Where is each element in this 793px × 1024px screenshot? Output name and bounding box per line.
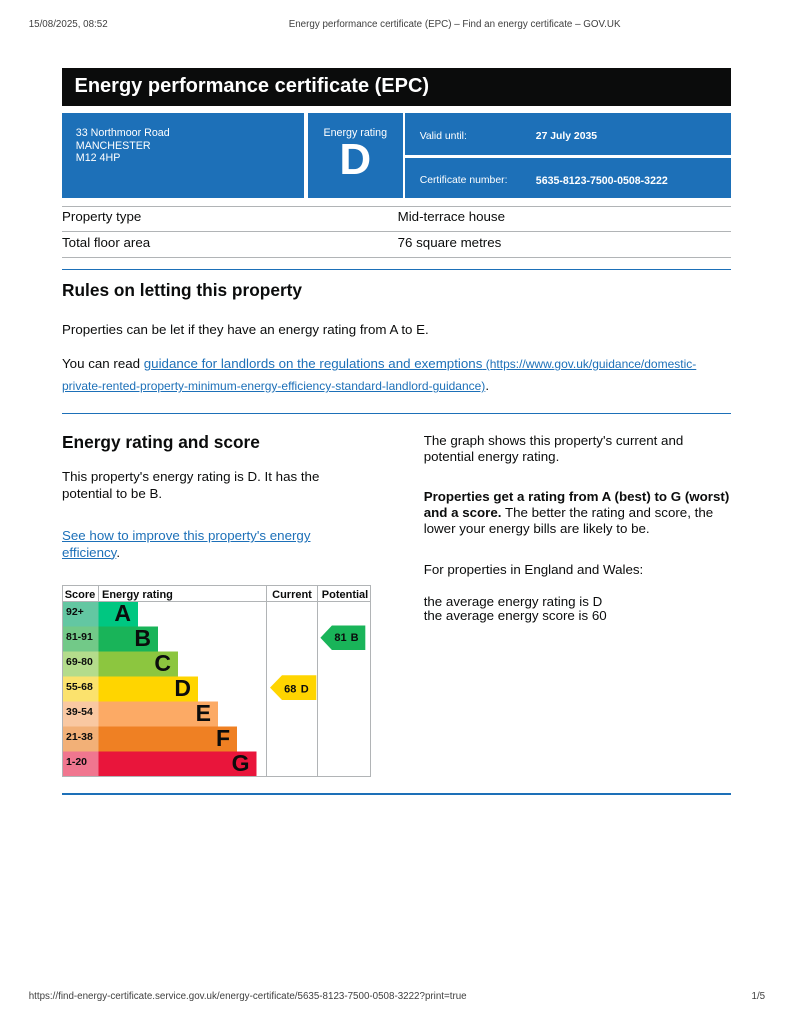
svg-text:Potential: Potential xyxy=(322,588,368,600)
svg-text:Score: Score xyxy=(65,588,96,600)
svg-text:55-68: 55-68 xyxy=(66,680,93,692)
svg-text:1-20: 1-20 xyxy=(66,755,87,767)
svg-text:92+: 92+ xyxy=(66,605,84,617)
svg-text:B: B xyxy=(351,632,359,644)
svg-text:21-38: 21-38 xyxy=(66,730,93,742)
svg-text:E: E xyxy=(196,700,211,726)
svg-text:B: B xyxy=(134,625,151,651)
svg-text:F: F xyxy=(216,725,230,751)
svg-text:D: D xyxy=(174,675,191,701)
svg-text:A: A xyxy=(114,600,131,626)
svg-text:Energy rating: Energy rating xyxy=(102,588,173,600)
svg-text:Current: Current xyxy=(272,588,312,600)
svg-text:C: C xyxy=(154,650,171,676)
svg-text:69-80: 69-80 xyxy=(66,655,93,667)
svg-text:39-54: 39-54 xyxy=(66,705,93,717)
svg-text:D: D xyxy=(301,683,309,695)
svg-text:G: G xyxy=(232,750,250,776)
svg-text:81: 81 xyxy=(334,632,346,644)
svg-text:81-91: 81-91 xyxy=(66,630,93,642)
svg-text:68: 68 xyxy=(284,683,296,695)
